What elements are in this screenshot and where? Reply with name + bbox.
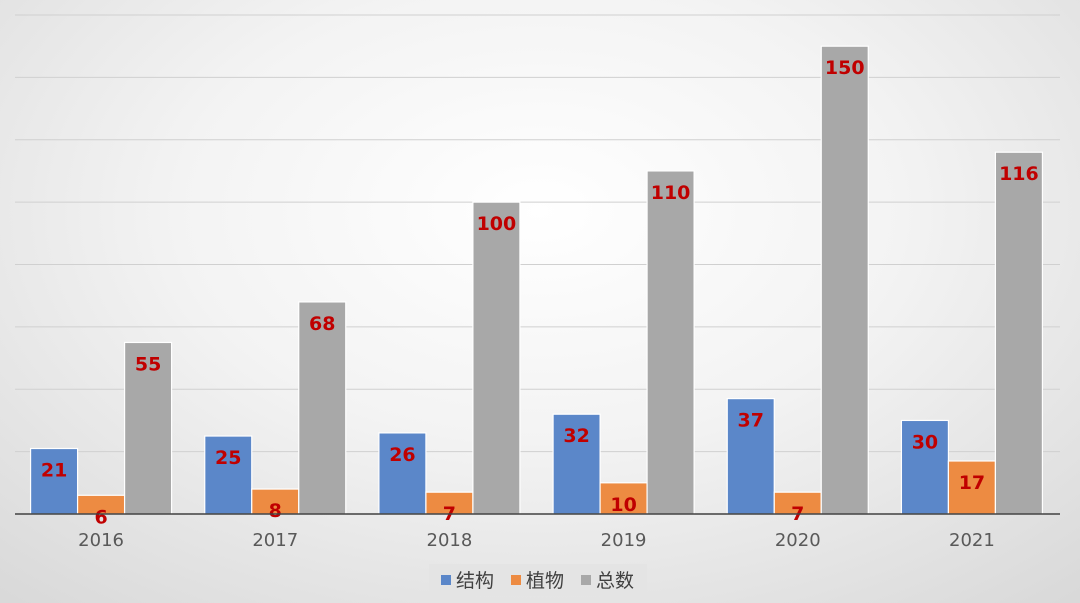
bar-总数-2017	[298, 301, 347, 515]
data-label: 68	[309, 313, 335, 335]
data-label: 30	[912, 431, 938, 453]
data-label: 55	[135, 353, 161, 375]
legend-box	[429, 564, 647, 596]
data-label: 110	[651, 182, 691, 204]
data-label: 37	[738, 410, 764, 432]
bar-总数-2020	[820, 45, 869, 515]
data-label: 100	[477, 213, 517, 235]
x-tick-label: 2019	[601, 530, 647, 551]
data-label: 10	[610, 494, 636, 516]
data-label: 8	[269, 500, 282, 522]
legend-label: 植物	[526, 570, 564, 592]
bar-总数-2021	[994, 151, 1044, 515]
bar-结构-2020	[726, 398, 775, 515]
bar-结构-2018	[378, 432, 427, 515]
bar-结构-2017	[204, 435, 253, 515]
legend-label: 总数	[596, 570, 634, 592]
x-tick-label: 2018	[427, 530, 473, 551]
data-label: 25	[215, 447, 241, 469]
bar-植物-2017	[251, 488, 300, 515]
data-label: 21	[41, 460, 67, 482]
legend-label: 结构	[456, 570, 494, 592]
legend-swatch-植物	[511, 575, 521, 585]
bar-结构-2021	[900, 419, 950, 515]
data-label: 6	[94, 506, 107, 528]
x-tick-label: 2016	[78, 530, 124, 551]
bar-总数-2018	[472, 201, 521, 515]
data-label: 26	[389, 444, 415, 466]
data-label: 32	[563, 425, 589, 447]
bar-结构-2016	[29, 447, 79, 515]
x-tick-label: 2020	[775, 530, 821, 551]
legend-swatch-结构	[441, 575, 451, 585]
bar-总数-2019	[646, 170, 695, 515]
bar-总数-2016	[123, 341, 173, 515]
data-label: 116	[999, 163, 1039, 185]
data-label: 17	[959, 472, 985, 494]
bar-植物-2021	[947, 460, 997, 515]
legend-swatch-总数	[581, 575, 591, 585]
data-label: 150	[825, 57, 865, 79]
x-tick-label: 2021	[949, 530, 995, 551]
x-tick-label: 2017	[252, 530, 298, 551]
